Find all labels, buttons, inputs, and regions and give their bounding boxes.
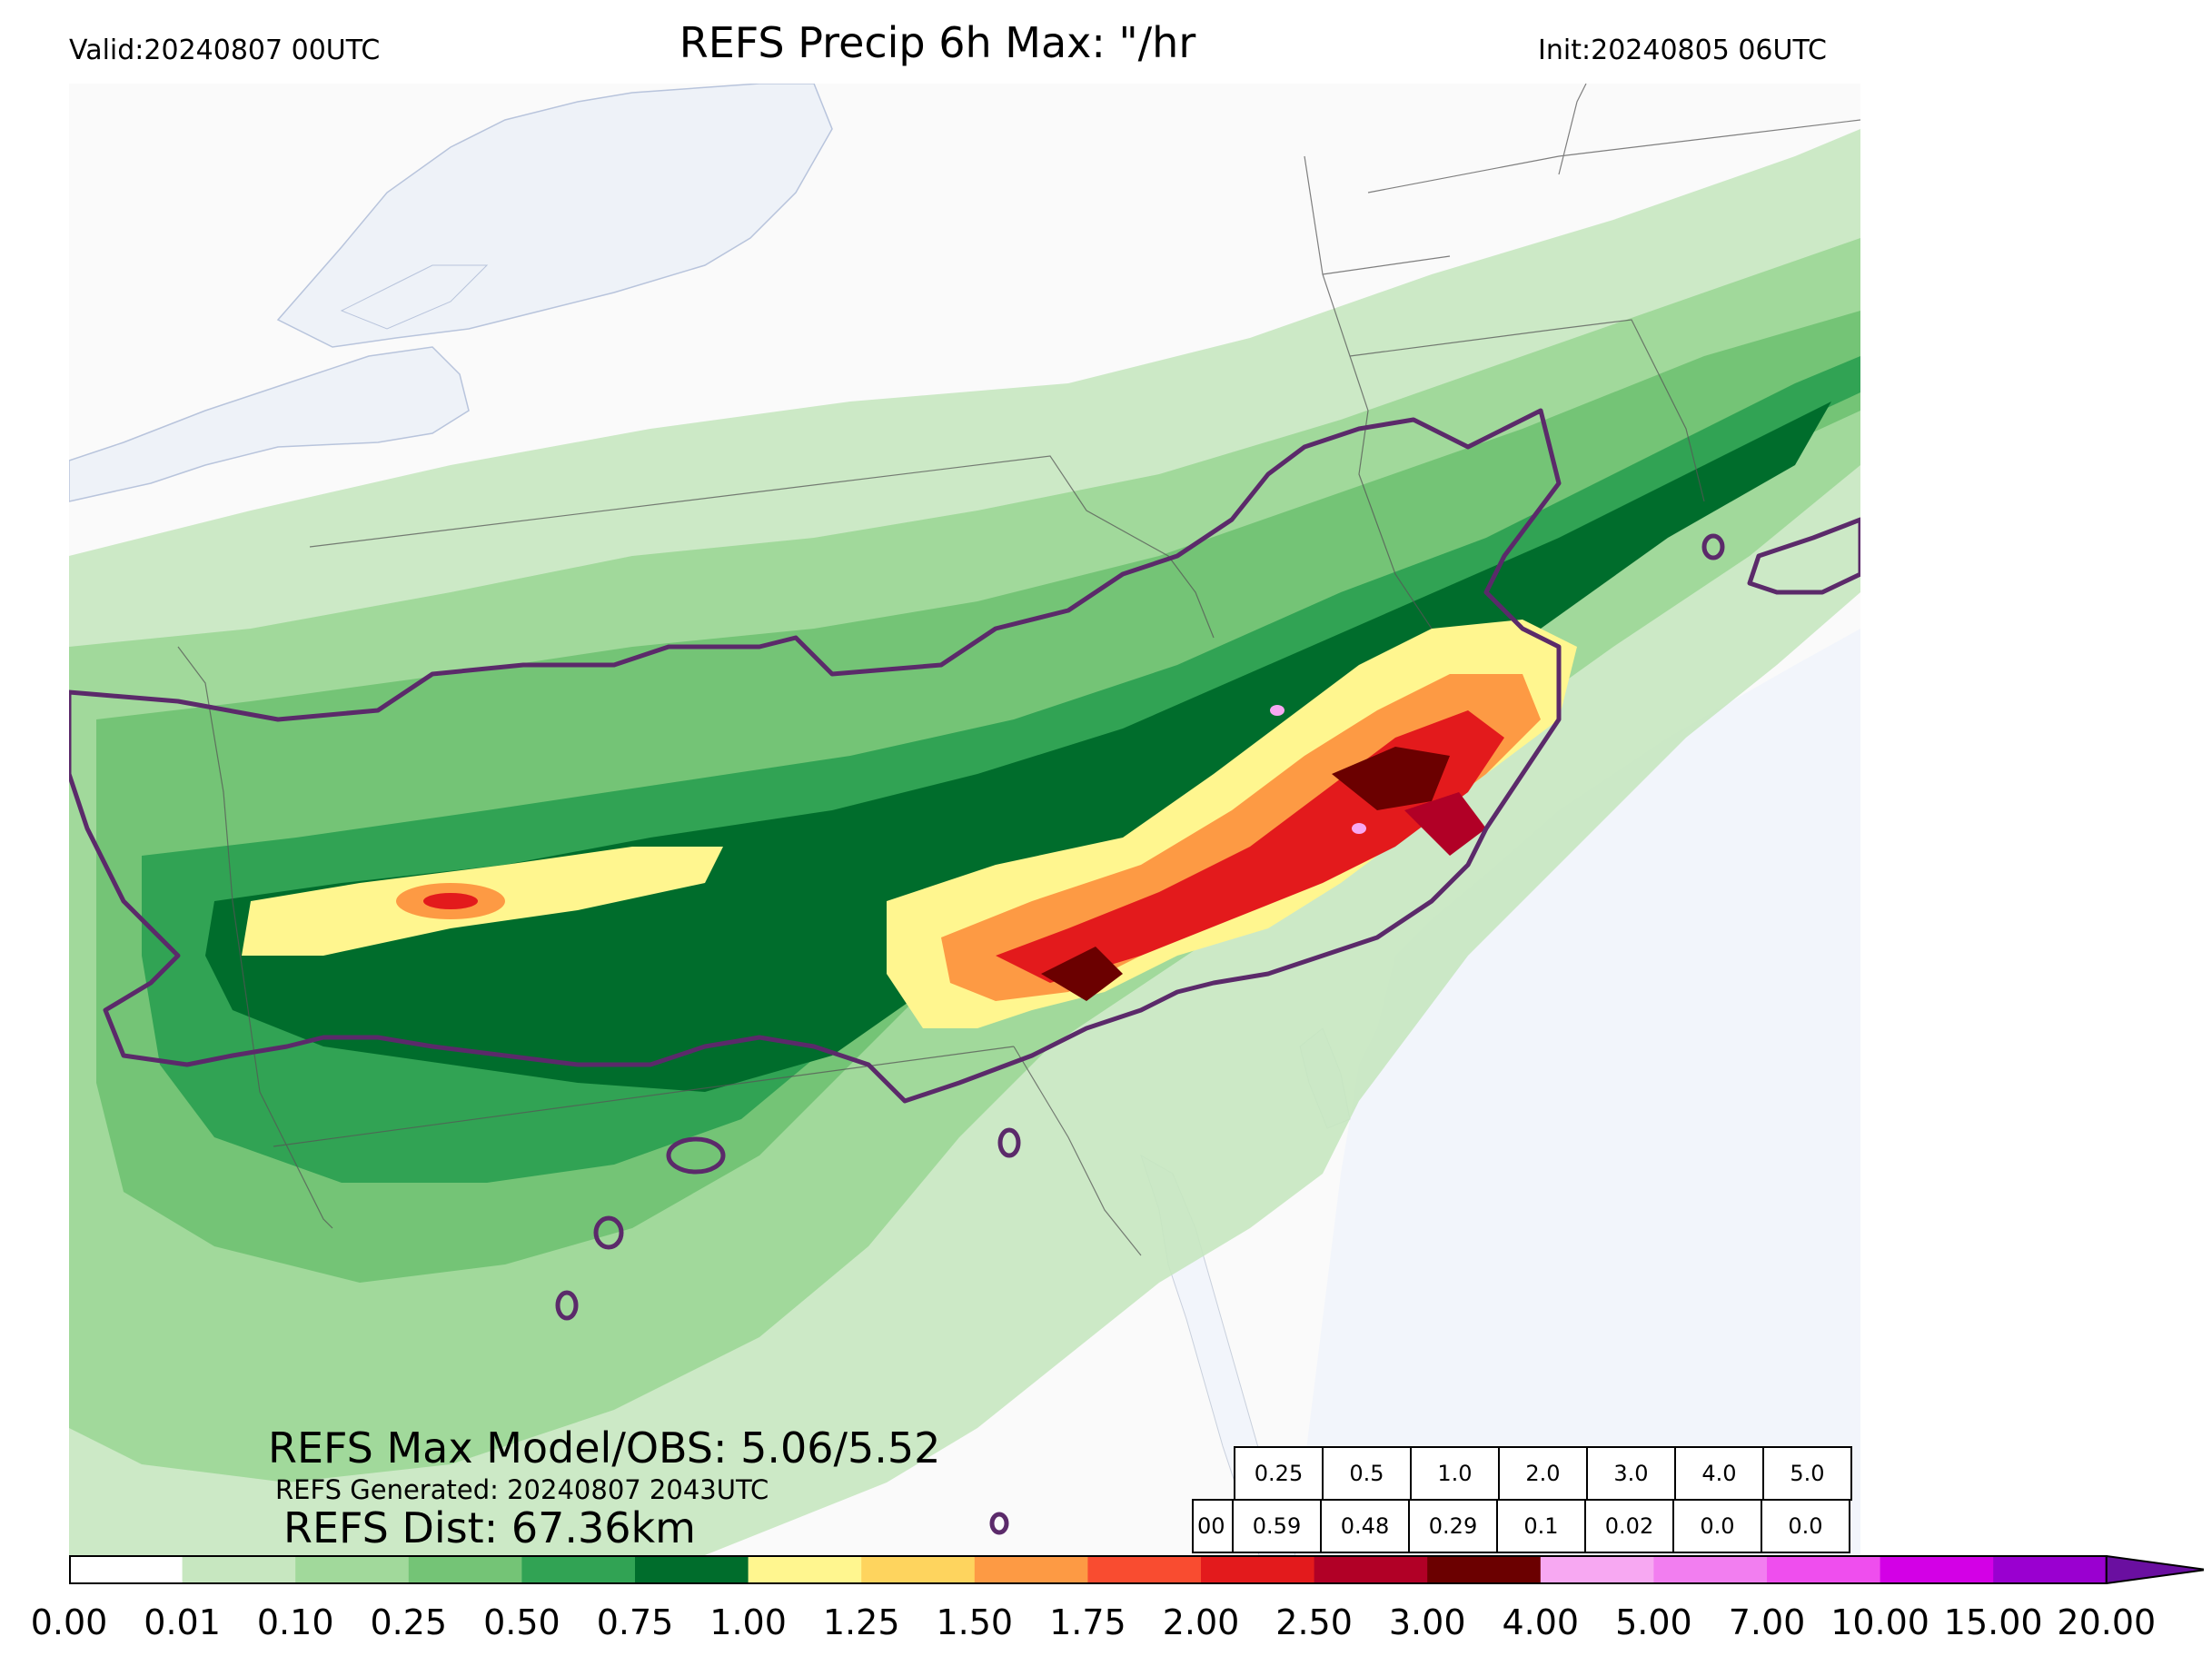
colorbar-tick-label: 7.00 — [1728, 1602, 1806, 1642]
colorbar-extend-arrow — [2105, 1555, 2204, 1584]
colorbar-segment — [861, 1556, 976, 1583]
lake-erie-north — [340, 264, 489, 330]
value-cell: 0.29 — [1408, 1499, 1498, 1553]
colorbar-tick-label: 3.00 — [1388, 1602, 1466, 1642]
colorbar-segment — [1767, 1556, 1881, 1583]
lake-ontario — [69, 346, 470, 502]
colorbar-tick-label: 0.00 — [30, 1602, 108, 1642]
threshold-cell: 5.0 — [1762, 1446, 1852, 1501]
threshold-cell: 2.0 — [1498, 1446, 1588, 1501]
colorbar-tick-label: 4.00 — [1502, 1602, 1580, 1642]
colorbar-tick-label: 15.00 — [1943, 1602, 2043, 1642]
precip-core-3-00 — [1041, 947, 1123, 1001]
colorbar-segment — [748, 1556, 862, 1583]
precip-core-3-00-e — [1404, 792, 1486, 856]
max-model-obs-label: REFS Max Model/OBS: 5.06/5.52 — [268, 1423, 941, 1473]
threshold-cell: 4.0 — [1674, 1446, 1764, 1501]
precip-peak-ne — [1270, 705, 1285, 716]
colorbar-tick-label: 5.00 — [1615, 1602, 1692, 1642]
thresholds-row: 0.25 0.5 1.0 2.0 3.0 4.0 5.0 — [1234, 1446, 1852, 1501]
colorbar-segment — [1993, 1556, 2108, 1583]
colorbar-segment — [182, 1556, 296, 1583]
colorbar-segment — [974, 1556, 1088, 1583]
threshold-cell: 3.0 — [1586, 1446, 1676, 1501]
colorbar-tick-label: 20.00 — [2057, 1602, 2157, 1642]
value-cell: 0.48 — [1320, 1499, 1410, 1553]
colorbar-segment — [1880, 1556, 1994, 1583]
colorbar-tick-label: 0.50 — [483, 1602, 560, 1642]
precip-core-3-00-ne — [1332, 747, 1450, 810]
threshold-cell: 0.5 — [1322, 1446, 1412, 1501]
threshold-cell: 0.25 — [1234, 1446, 1324, 1501]
valid-time-label: Valid:20240807 00UTC — [69, 35, 381, 66]
colorbar — [69, 1555, 2204, 1584]
row-label-cell: 00 — [1192, 1499, 1234, 1553]
init-time-label: Init:20240805 06UTC — [1538, 35, 1827, 66]
colorbar-tick-label: 1.50 — [936, 1602, 1014, 1642]
precip-band-0-75 — [205, 402, 1831, 1092]
colorbar-tick-label: 0.10 — [256, 1602, 334, 1642]
observed-precip-contours — [69, 408, 1860, 1535]
threshold-cell: 1.0 — [1410, 1446, 1500, 1501]
value-cell: 0.02 — [1584, 1499, 1674, 1553]
generated-time-label: REFS Generated: 20240807 2043UTC — [275, 1474, 769, 1505]
colorbar-tick-label: 0.75 — [596, 1602, 674, 1642]
colorbar-segment — [1540, 1556, 1654, 1583]
colorbar-segment — [295, 1556, 410, 1583]
precip-max-west-red — [423, 893, 478, 909]
colorbar-tick-label: 10.00 — [1830, 1602, 1929, 1642]
value-cell: 0.0 — [1761, 1499, 1850, 1553]
colorbar-segment — [1201, 1556, 1315, 1583]
colorbar-tick-label: 0.01 — [144, 1602, 221, 1642]
colorbar-tick-label: 1.75 — [1049, 1602, 1126, 1642]
colorbar-tick-labels: 0.00 0.01 0.10 0.25 0.50 0.75 1.00 1.25 1.50 1.75… — [31, 1602, 2158, 1648]
value-cell: 0.59 — [1232, 1499, 1322, 1553]
colorbar-tick-label: 0.25 — [370, 1602, 448, 1642]
value-cell: 0.1 — [1496, 1499, 1586, 1553]
colorbar-tick-label: 2.00 — [1162, 1602, 1240, 1642]
precip-peak-e — [1352, 823, 1366, 834]
colorbar-segment — [521, 1556, 636, 1583]
colorbar-segment — [635, 1556, 749, 1583]
value-cell: 0.0 — [1672, 1499, 1762, 1553]
colorbar-tick-label: 2.50 — [1275, 1602, 1353, 1642]
atlantic-ocean — [1295, 629, 1860, 1555]
colorbar-segment — [69, 1556, 184, 1583]
state-boundaries — [177, 84, 1860, 1256]
colorbar-segment — [1314, 1556, 1428, 1583]
colorbar-segment — [1427, 1556, 1542, 1583]
values-row: 00 0.59 0.48 0.29 0.1 0.02 0.0 0.0 — [1192, 1499, 1850, 1553]
colorbar-tick-label: 1.00 — [709, 1602, 787, 1642]
precip-map — [69, 84, 1860, 1555]
threshold-stats-table: 0.25 0.5 1.0 2.0 3.0 4.0 5.0 00 0.59 0.4… — [1192, 1446, 1852, 1553]
colorbar-segment — [1653, 1556, 1768, 1583]
colorbar-segment — [408, 1556, 522, 1583]
colorbar-tick-label: 1.25 — [822, 1602, 900, 1642]
colorbar-segment — [1087, 1556, 1202, 1583]
ensemble-distance-label: REFS Dist: 67.36km — [283, 1503, 696, 1552]
map-title: REFS Precip 6h Max: "/hr — [679, 18, 1196, 67]
